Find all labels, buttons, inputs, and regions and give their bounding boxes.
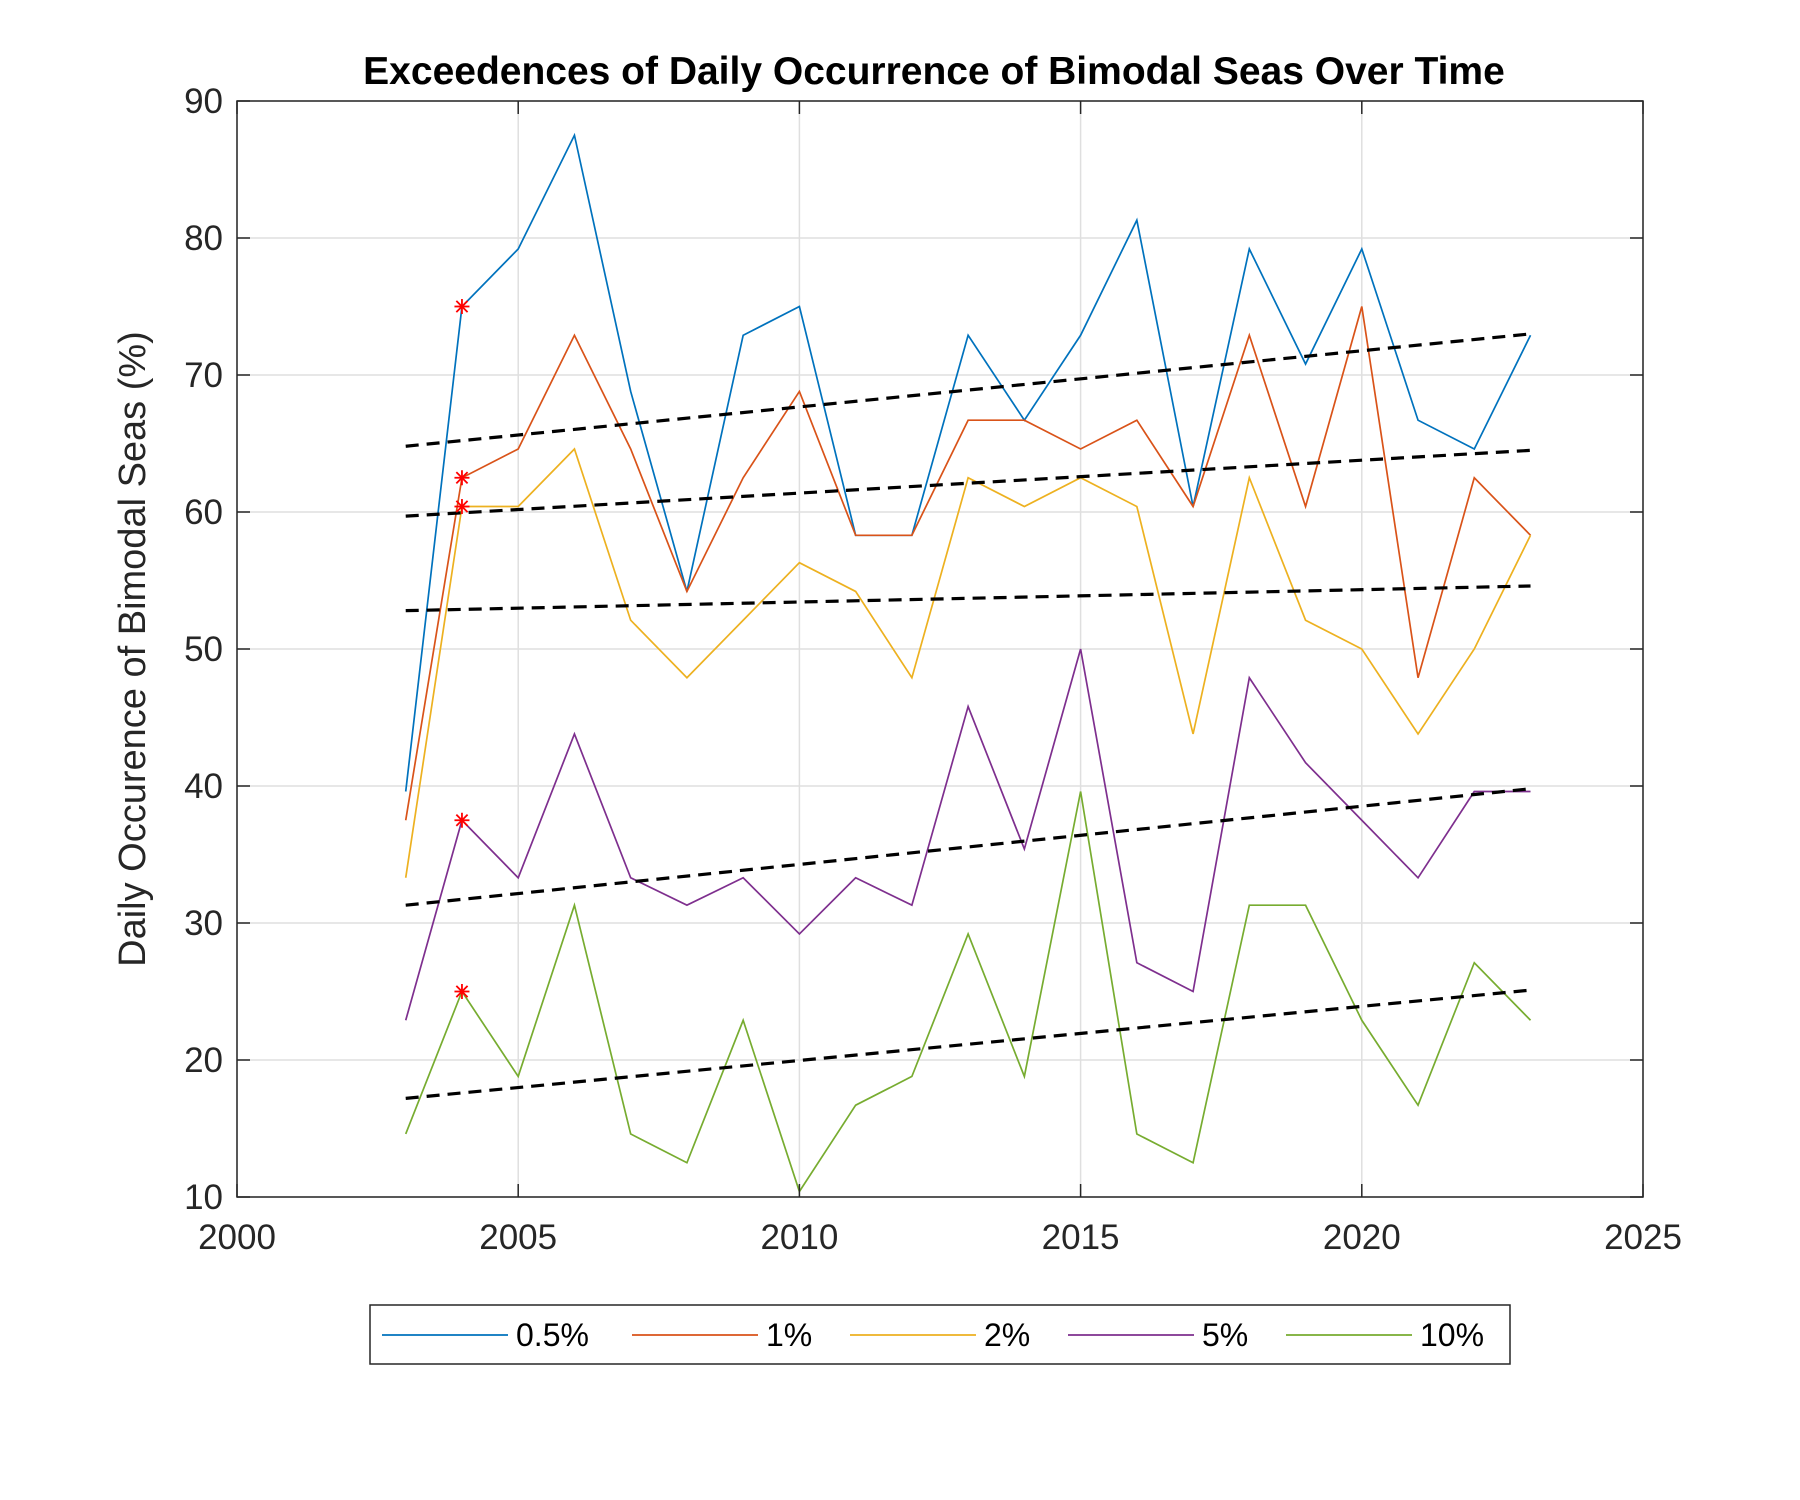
y-tick-labels: 10 20 30 40 50 60 70 80 90	[184, 82, 223, 1217]
x-tick-labels: 2000 2005 2010 2015 2020 2025	[198, 1218, 1682, 1257]
x-tick-label: 2010	[760, 1218, 838, 1257]
markers	[454, 299, 470, 999]
legend-label-3: 2%	[984, 1317, 1030, 1353]
asterisk-marker	[454, 470, 470, 486]
y-tick-label: 10	[184, 1178, 223, 1217]
series-line-2	[404, 306, 1532, 821]
series-line-5	[404, 791, 1532, 1194]
y-tick-label: 40	[184, 767, 223, 806]
legend-label-5: 10%	[1420, 1317, 1484, 1353]
y-tick-label: 70	[184, 356, 223, 395]
legend-label-4: 5%	[1202, 1317, 1248, 1353]
series-lines	[404, 132, 1532, 1194]
asterisk-marker	[454, 984, 470, 999]
y-tick-label: 30	[184, 904, 223, 943]
series-line-4	[404, 648, 1531, 1021]
asterisk-marker	[454, 299, 470, 314]
y-tick-label: 60	[184, 493, 223, 532]
asterisk-marker	[454, 499, 470, 515]
x-tick-label: 2005	[479, 1218, 557, 1257]
axis-ticks	[236, 100, 1644, 1198]
legend-label-1: 0.5%	[516, 1317, 589, 1353]
x-tick-label: 2025	[1604, 1218, 1682, 1257]
series-line-1	[404, 132, 1532, 792]
legend: 0.5% 1% 2% 5% 10%	[369, 1304, 1511, 1365]
y-tick-label: 80	[184, 219, 223, 258]
asterisk-marker	[454, 812, 470, 828]
legend-label-2: 1%	[766, 1317, 812, 1353]
y-tick-label: 90	[184, 82, 223, 121]
y-axis-label: Daily Occurence of Bimodal Seas (%)	[112, 331, 154, 967]
x-tick-label: 2015	[1042, 1218, 1120, 1257]
chart-title: Exceedences of Daily Occurrence of Bimod…	[363, 50, 1505, 93]
series-line-3	[404, 447, 1532, 878]
x-tick-label: 2020	[1323, 1218, 1401, 1257]
y-tick-label: 20	[184, 1041, 223, 1080]
y-tick-label: 50	[184, 630, 223, 669]
x-tick-label: 2000	[198, 1218, 276, 1257]
